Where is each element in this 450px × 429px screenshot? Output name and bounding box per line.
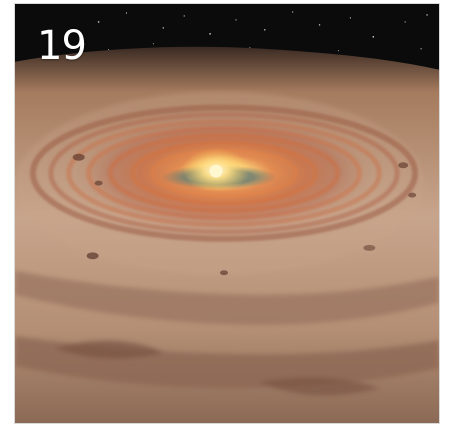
image-frame: 19: [14, 3, 440, 424]
foreground-dust: [15, 270, 439, 396]
debris-clumps: [72, 153, 417, 276]
central-star: [209, 164, 223, 178]
protoplanetary-disk-illustration: [15, 4, 439, 423]
starfield: [97, 11, 428, 52]
image-number-badge: 19: [37, 23, 87, 69]
